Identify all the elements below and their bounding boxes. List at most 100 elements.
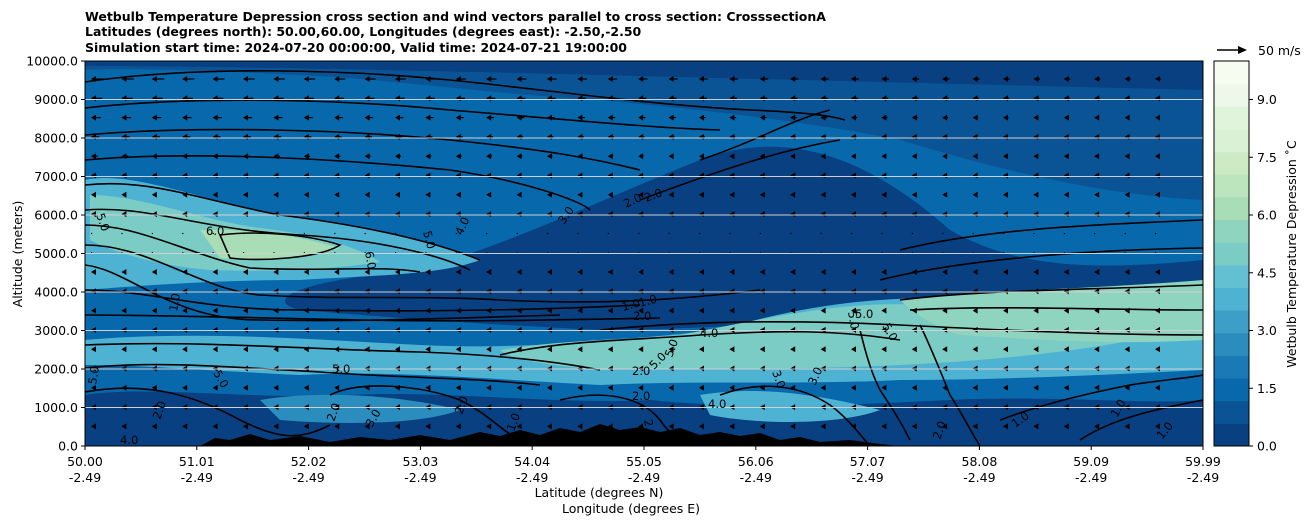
colorbar-tick-label: 3.0	[1257, 323, 1277, 338]
wind-vector	[121, 346, 127, 353]
wind-vector	[1063, 191, 1069, 198]
wind-vector	[334, 232, 336, 235]
wind-vector	[273, 191, 279, 198]
wind-vector	[820, 288, 826, 295]
wind-vector	[1155, 326, 1160, 333]
plot-area	[85, 61, 1203, 446]
wind-vector	[395, 326, 400, 333]
wind-vector	[151, 252, 153, 254]
wind-vector	[455, 153, 462, 160]
wind-vector	[699, 232, 701, 235]
wind-vector	[364, 307, 370, 314]
wind-vector	[516, 232, 518, 235]
wind-vector	[334, 114, 343, 121]
wind-vector	[1155, 252, 1157, 254]
wind-vector	[729, 211, 735, 218]
wind-vector	[425, 326, 431, 333]
wind-vector	[881, 346, 887, 353]
wind-vector	[1003, 269, 1008, 275]
wind-vector	[972, 288, 978, 295]
contour-label: 4.0	[700, 326, 718, 340]
wind-vector	[364, 326, 370, 333]
field-surface-mid	[260, 394, 460, 423]
wind-vector	[364, 346, 370, 353]
wind-vector	[972, 269, 978, 275]
wind-vector	[729, 76, 739, 82]
wind-vector	[1003, 326, 1008, 333]
colorbar-tick-label: 6.0	[1257, 208, 1277, 223]
wind-vector	[243, 252, 245, 254]
wind-vector	[425, 346, 431, 353]
y-tick-label: 0.0	[58, 439, 78, 454]
wind-vector	[759, 384, 765, 391]
wind-vector	[212, 191, 218, 198]
wind-vector	[729, 307, 735, 314]
wind-vector	[699, 307, 704, 314]
wind-vector	[638, 423, 644, 430]
wind-vector	[1063, 211, 1069, 218]
wind-vector	[820, 232, 822, 235]
wind-vector	[668, 423, 674, 430]
wind-vector	[759, 211, 765, 218]
wind-vector	[577, 384, 583, 391]
wind-vector	[759, 114, 767, 121]
contour-label: 5.0	[85, 365, 102, 385]
wind-vector	[455, 288, 461, 295]
wind-vector	[820, 76, 829, 82]
y-axis: 0.0 1000.0 2000.0 3000.0 4000.0 5000.0 6000.0 7…	[26, 54, 85, 454]
wind-vector	[1094, 114, 1100, 121]
wind-vector	[972, 326, 978, 333]
wind-vector	[243, 76, 255, 82]
wind-vector	[182, 76, 195, 82]
wind-vector	[91, 384, 96, 391]
wind-vector	[91, 153, 99, 160]
wind-vector	[455, 423, 461, 430]
wind-vector	[1063, 232, 1065, 235]
wind-vector	[668, 252, 670, 254]
x-tick-label-lon: -2.49	[69, 470, 101, 485]
wind-vector	[395, 114, 404, 121]
wind-vector	[1033, 384, 1039, 391]
wind-vector	[851, 384, 856, 391]
wind-vector	[1033, 326, 1039, 333]
y-tick-label: 4000.0	[34, 285, 78, 300]
colorbar-segment	[1214, 196, 1249, 221]
wind-vector	[395, 288, 400, 295]
wind-vector	[942, 384, 948, 391]
wind-vector	[1003, 384, 1008, 391]
wind-vector	[516, 153, 523, 160]
wind-vector	[1003, 191, 1008, 198]
wind-vector	[243, 269, 248, 275]
wind-vector	[151, 288, 157, 295]
wind-vector	[820, 114, 827, 121]
wind-vector	[364, 384, 370, 391]
wind-vector	[851, 346, 856, 353]
wind-vector	[1003, 232, 1005, 235]
x-tick-label-lat: 52.02	[291, 454, 327, 469]
wind-vector	[577, 326, 583, 333]
wind-vector	[455, 114, 464, 121]
wind-vector	[942, 153, 948, 160]
wind-vector	[1094, 346, 1100, 353]
wind-vector	[972, 114, 979, 121]
wind-vector	[547, 153, 553, 160]
wind-vector	[547, 288, 552, 295]
wind-vector	[273, 114, 283, 121]
wind-vector	[638, 384, 644, 391]
wind-vector	[334, 191, 340, 198]
wind-vector	[243, 232, 245, 235]
wind-vector	[364, 76, 376, 82]
wind-vector	[91, 211, 96, 218]
wind-vector	[151, 114, 162, 121]
wind-vector	[212, 346, 218, 353]
wind-vector	[577, 114, 585, 121]
wind-vector	[759, 288, 765, 295]
wind-vector	[121, 423, 127, 430]
wind-vector	[516, 384, 522, 391]
wind-vector	[425, 153, 432, 160]
x-tick-label-lat: 54.04	[514, 454, 550, 469]
wind-vector	[273, 252, 275, 254]
wind-vector	[577, 232, 579, 235]
wind-vector	[1003, 423, 1008, 430]
wind-vector	[1124, 232, 1126, 235]
